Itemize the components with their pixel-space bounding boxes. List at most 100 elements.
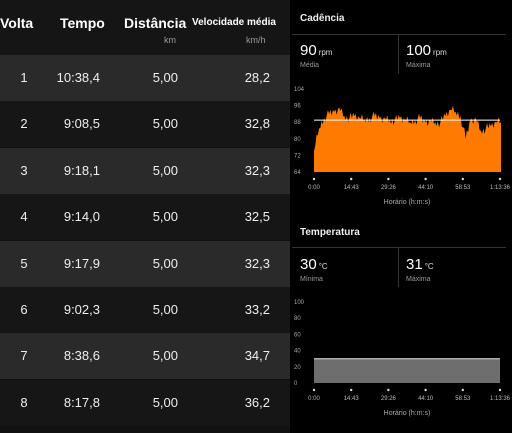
x-tick-mark — [424, 388, 427, 392]
y-tick-label: 64 — [294, 170, 301, 176]
x-tick-mark — [312, 388, 316, 392]
lap-number: 1 — [20, 70, 28, 85]
table-row[interactable]: 4 9:14,0 5,00 32,5 — [0, 194, 290, 241]
cadence-avg-label: Média — [300, 62, 320, 69]
cadence-stat-divider — [398, 34, 399, 74]
lap-number: 7 — [20, 348, 28, 364]
data-series-area — [314, 105, 501, 172]
lap-number: 4 — [20, 209, 28, 225]
header-distance-unit: km — [164, 35, 176, 45]
header-lap: Volta — [0, 15, 34, 31]
lap-speed: 32,8 — [244, 116, 270, 132]
x-tick-label: 29:26 — [381, 185, 397, 191]
temperature-max-value: 31 — [406, 256, 423, 273]
x-tick-mark — [350, 177, 353, 181]
x-tick-mark — [387, 388, 390, 392]
temperature-min-value: 30 — [300, 256, 317, 273]
lap-speed: 36,2 — [244, 394, 270, 410]
y-tick-label: 88 — [294, 120, 301, 126]
cadence-max-unit: rpm — [433, 48, 447, 57]
y-tick-label: 40 — [294, 349, 301, 355]
lap-distance: 5,00 — [152, 162, 178, 178]
cadence-avg-unit: rpm — [318, 48, 333, 57]
cadence-chart: 64 72 80 88 96 104 0:00 14:43 29:26 44:10 58:53 1:1… — [294, 87, 511, 206]
header-speed: Velocidade média — [192, 17, 276, 28]
x-tick-label: 44:10 — [418, 185, 434, 191]
table-row[interactable]: 2 9:08,5 5,00 32,8 — [0, 101, 290, 148]
y-tick-label: 104 — [294, 87, 305, 93]
temperature-title: Temperatura — [300, 227, 360, 238]
data-series-area — [314, 358, 500, 383]
header-distance: Distância — [124, 15, 187, 31]
x-tick-label: 29:26 — [381, 396, 397, 402]
lap-distance: 5,00 — [152, 209, 178, 225]
lap-speed: 32,3 — [244, 162, 270, 178]
x-tick-label: 58:53 — [455, 396, 471, 402]
cadence-avg-value: 90 — [300, 42, 317, 59]
lap-number: 5 — [20, 255, 28, 271]
panel-divider — [290, 0, 292, 433]
lap-number: 8 — [20, 394, 28, 410]
temperature-min: 30 °C — [300, 256, 328, 273]
x-tick-mark — [424, 177, 427, 181]
lap-time: 9:17,9 — [63, 255, 100, 271]
x-tick-label: 14:43 — [344, 185, 360, 191]
temperature-max-unit: °C — [424, 262, 434, 271]
lap-distance: 5,00 — [152, 116, 178, 132]
cadence-max-value: 100 — [406, 42, 432, 59]
temperature-min-unit: °C — [318, 262, 328, 271]
temperature-min-label: Mínima — [300, 276, 323, 283]
temperature-stat-divider — [398, 247, 399, 287]
cadence-max-label: Máxima — [406, 62, 431, 69]
y-tick-label: 96 — [294, 104, 301, 110]
charts-panel: Cadência 90 rpm Média 100 rpm Máxima 64 72 8… — [292, 0, 512, 433]
table-row[interactable]: 7 8:38,6 5,00 34,7 — [0, 333, 290, 380]
x-axis-label: Horário (h:m:s) — [384, 410, 431, 417]
x-tick-label: 44:10 — [418, 396, 434, 402]
laps-table: Volta Tempo Distância km Velocidade médi… — [0, 0, 290, 433]
lap-speed: 32,5 — [244, 209, 270, 225]
lap-number: 3 — [20, 162, 28, 178]
cadence-max: 100 rpm — [406, 42, 447, 59]
x-tick-mark — [461, 388, 464, 392]
x-tick-label: 1:13:36 — [490, 396, 511, 402]
table-row[interactable]: 8 8:17,8 5,00 36,2 — [0, 379, 290, 426]
y-tick-label: 100 — [294, 300, 305, 306]
x-tick-label: 58:53 — [455, 185, 471, 191]
temperature-separator — [292, 247, 506, 248]
lap-number: 6 — [20, 302, 28, 317]
x-tick-mark — [461, 177, 464, 181]
lap-distance: 5,00 — [152, 394, 178, 410]
x-tick-mark — [387, 177, 390, 181]
lap-speed: 34,7 — [244, 348, 270, 364]
lap-distance: 5,00 — [152, 348, 178, 364]
x-tick-mark — [350, 388, 353, 392]
lap-time: 9:14,0 — [63, 209, 100, 225]
lap-time: 9:02,3 — [63, 302, 100, 317]
temperature-chart: 0 20 40 60 80 100 0:00 14:43 29:26 44:10 58:53 1:13… — [294, 300, 511, 417]
y-tick-label: 60 — [294, 332, 301, 338]
lap-time: 9:08,5 — [63, 116, 100, 132]
y-tick-label: 80 — [294, 137, 301, 143]
table-row[interactable]: 1 10:38,4 5,00 28,2 — [0, 55, 290, 101]
x-axis-label: Horário (h:m:s) — [384, 199, 431, 206]
table-row[interactable]: 5 9:17,9 5,00 32,3 — [0, 240, 290, 287]
y-tick-label: 80 — [294, 316, 301, 322]
x-tick-mark — [498, 388, 502, 392]
table-row[interactable]: 6 9:02,3 5,00 33,2 — [0, 287, 290, 333]
lap-distance: 5,00 — [152, 255, 178, 271]
lap-time: 10:38,4 — [56, 70, 100, 85]
table-row[interactable]: 3 9:18,1 5,00 32,3 — [0, 147, 290, 194]
x-tick-mark — [498, 177, 502, 181]
lap-speed: 32,3 — [244, 255, 270, 271]
temperature-max-label: Máxima — [406, 276, 431, 283]
temperature-max: 31 °C — [406, 256, 434, 273]
cadence-separator — [292, 34, 506, 35]
y-tick-label: 72 — [294, 153, 301, 159]
header-speed-unit: km/h — [246, 35, 266, 45]
lap-time: 8:17,8 — [63, 394, 100, 410]
y-tick-label: 20 — [294, 365, 301, 371]
lap-distance: 5,00 — [152, 70, 178, 85]
lap-speed: 28,2 — [244, 70, 270, 85]
lap-number: 2 — [20, 116, 28, 132]
